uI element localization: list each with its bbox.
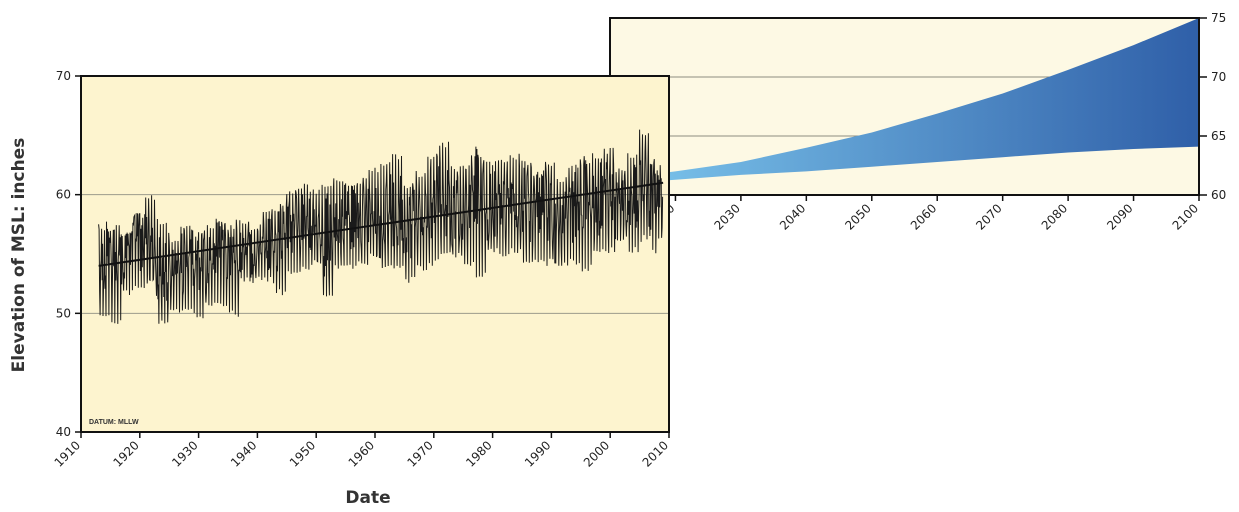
proj-y-tick-label-75: 75 (1211, 11, 1226, 25)
monthly-sea-level-line (98, 129, 664, 324)
projection-band (610, 18, 1199, 185)
x-tick-label-1990: 1990 (522, 438, 553, 469)
trend-line (98, 181, 664, 267)
datum-annotation: DATUM: MLLW (89, 419, 139, 426)
y-axis-title: Elevation of MSL: inches (9, 138, 29, 373)
x-tick-label-1960: 1960 (346, 438, 377, 469)
proj-y-tick-label-70: 70 (1211, 70, 1226, 84)
y-tick-label-50: 50 (56, 306, 71, 320)
proj-x-tick-label-2070: 2070 (973, 201, 1004, 232)
proj-x-tick-label-2080: 2080 (1039, 201, 1070, 232)
x-axis-title: Date (345, 488, 390, 508)
historical-y-ticks: 40 50 60 70 (56, 69, 81, 439)
historical-panel: 40 50 60 70 1910 1920 1930 1940 1950 1960 1970 198… (52, 69, 671, 470)
projection-x-ticks: 202020302040205020602070208020902100 (646, 195, 1201, 233)
proj-y-tick-label-65: 65 (1211, 129, 1226, 143)
x-tick-label-2000: 2000 (581, 438, 612, 469)
proj-y-tick-label-60: 60 (1211, 188, 1226, 202)
x-tick-label-1940: 1940 (228, 438, 259, 469)
x-tick-label-1950: 1950 (287, 438, 318, 469)
x-tick-label-1920: 1920 (110, 438, 141, 469)
proj-x-tick-label-2090: 2090 (1104, 201, 1135, 232)
y-tick-label-60: 60 (56, 188, 71, 202)
x-tick-label-1970: 1970 (404, 438, 435, 469)
y-tick-label-40: 40 (56, 425, 71, 439)
proj-x-tick-label-2040: 2040 (777, 201, 808, 232)
y-tick-label-70: 70 (56, 69, 71, 83)
x-tick-label-2010: 2010 (640, 438, 671, 469)
x-tick-label-1930: 1930 (169, 438, 200, 469)
proj-x-tick-label-2100: 2100 (1170, 201, 1201, 232)
projection-y-ticks: 60 65 70 75 (1199, 11, 1226, 202)
proj-x-tick-label-2030: 2030 (712, 201, 743, 232)
historical-x-ticks: 1910 1920 1930 1940 1950 1960 1970 1980 1990 2000… (52, 432, 671, 470)
x-tick-label-1980: 1980 (463, 438, 494, 469)
x-tick-label-1910: 1910 (52, 438, 83, 469)
proj-x-tick-label-2060: 2060 (908, 201, 939, 232)
proj-x-tick-label-2050: 2050 (842, 201, 873, 232)
